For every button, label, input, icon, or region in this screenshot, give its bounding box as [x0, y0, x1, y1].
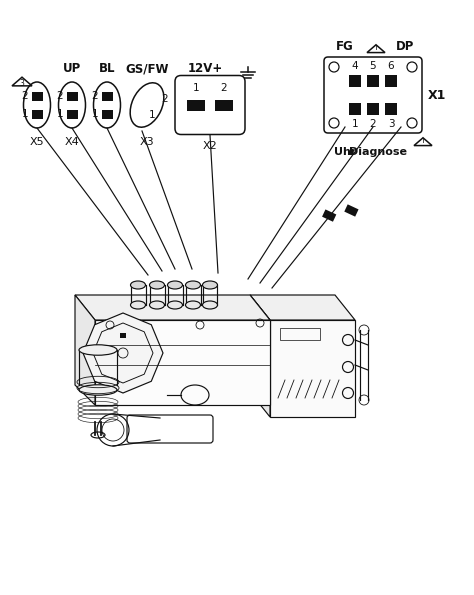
Ellipse shape — [130, 281, 146, 289]
Bar — [187, 99, 205, 111]
Text: 2: 2 — [221, 83, 228, 93]
Text: 2: 2 — [161, 94, 168, 104]
Text: Uhr: Uhr — [334, 147, 356, 157]
Text: 2: 2 — [91, 91, 98, 101]
Bar — [322, 209, 337, 222]
Ellipse shape — [185, 281, 201, 289]
Ellipse shape — [202, 281, 218, 289]
Text: DP: DP — [396, 40, 414, 53]
Text: 2: 2 — [21, 91, 28, 101]
Bar — [367, 103, 379, 115]
Polygon shape — [95, 320, 270, 405]
Ellipse shape — [149, 301, 164, 309]
Text: 2: 2 — [56, 91, 63, 101]
Text: 3: 3 — [388, 119, 394, 129]
Bar — [385, 103, 397, 115]
Text: 1: 1 — [91, 109, 98, 119]
Ellipse shape — [185, 301, 201, 309]
Ellipse shape — [149, 281, 164, 289]
Text: FG: FG — [336, 40, 354, 53]
Polygon shape — [250, 295, 270, 417]
Ellipse shape — [167, 281, 182, 289]
Bar — [367, 75, 379, 87]
Ellipse shape — [79, 385, 117, 395]
Bar — [66, 109, 78, 118]
Text: 12V+: 12V+ — [187, 62, 223, 75]
Ellipse shape — [167, 301, 182, 309]
Bar — [66, 92, 78, 101]
Text: !: ! — [374, 45, 377, 55]
Polygon shape — [83, 313, 163, 393]
Text: 1: 1 — [21, 109, 28, 119]
Text: Diagnose: Diagnose — [349, 147, 407, 157]
Text: !: ! — [421, 139, 425, 148]
Polygon shape — [75, 295, 95, 405]
Bar — [101, 109, 112, 118]
Ellipse shape — [79, 345, 117, 355]
Text: X1: X1 — [428, 89, 447, 102]
Text: 1: 1 — [149, 110, 155, 120]
Bar — [349, 75, 361, 87]
Text: 2: 2 — [370, 119, 376, 129]
Text: X2: X2 — [202, 141, 218, 151]
Text: 1: 1 — [352, 119, 358, 129]
Text: UP: UP — [63, 62, 81, 75]
Ellipse shape — [130, 301, 146, 309]
Text: 5: 5 — [370, 61, 376, 71]
Bar — [120, 333, 126, 338]
Text: X3: X3 — [140, 137, 155, 147]
Bar — [344, 204, 358, 217]
Text: 1: 1 — [56, 109, 63, 119]
Text: 4: 4 — [352, 61, 358, 71]
Text: GS/FW: GS/FW — [125, 62, 169, 75]
Polygon shape — [250, 295, 355, 320]
Text: 3: 3 — [19, 79, 25, 87]
Text: X5: X5 — [30, 137, 44, 147]
Bar — [31, 109, 43, 118]
Bar — [31, 92, 43, 101]
Bar — [385, 75, 397, 87]
Text: X4: X4 — [64, 137, 79, 147]
Text: 1: 1 — [193, 83, 199, 93]
Polygon shape — [75, 295, 270, 320]
Polygon shape — [270, 320, 355, 417]
Ellipse shape — [202, 301, 218, 309]
Bar — [280, 328, 320, 340]
Bar — [101, 92, 112, 101]
Bar — [215, 99, 233, 111]
Text: 6: 6 — [388, 61, 394, 71]
Bar — [349, 103, 361, 115]
Text: BL: BL — [99, 62, 115, 75]
